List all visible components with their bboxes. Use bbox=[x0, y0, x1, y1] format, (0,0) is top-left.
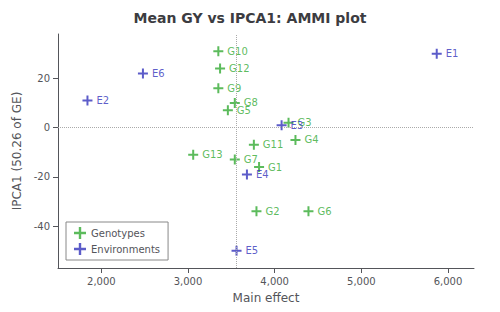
svg-text:G11: G11 bbox=[263, 139, 283, 150]
svg-text:E5: E5 bbox=[246, 245, 259, 256]
svg-text:-40: -40 bbox=[34, 221, 50, 232]
svg-text:G7: G7 bbox=[244, 154, 258, 165]
svg-text:G13: G13 bbox=[202, 149, 222, 160]
svg-text:3,000: 3,000 bbox=[174, 276, 203, 287]
svg-text:G6: G6 bbox=[317, 206, 331, 217]
svg-text:G10: G10 bbox=[227, 46, 247, 57]
svg-text:E1: E1 bbox=[446, 48, 459, 59]
svg-text:Main effect: Main effect bbox=[233, 291, 300, 305]
svg-text:G5: G5 bbox=[236, 104, 251, 116]
svg-text:6,000: 6,000 bbox=[434, 276, 463, 287]
svg-text:E6: E6 bbox=[152, 68, 165, 79]
svg-text:G4: G4 bbox=[304, 134, 318, 145]
svg-text:20: 20 bbox=[37, 73, 50, 84]
svg-text:G3: G3 bbox=[297, 117, 312, 129]
svg-text:G9: G9 bbox=[227, 83, 241, 94]
svg-text:G12: G12 bbox=[229, 63, 249, 74]
svg-text:0: 0 bbox=[44, 122, 50, 133]
svg-text:G1: G1 bbox=[268, 162, 282, 173]
svg-text:G2: G2 bbox=[265, 206, 279, 217]
svg-text:2,000: 2,000 bbox=[87, 276, 116, 287]
svg-text:E3: E3 bbox=[291, 120, 304, 131]
svg-text:-20: -20 bbox=[34, 171, 50, 182]
svg-text:Genotypes: Genotypes bbox=[91, 228, 145, 239]
svg-text:5,000: 5,000 bbox=[347, 276, 376, 287]
svg-text:Mean GY vs IPCA1: AMMI plot: Mean GY vs IPCA1: AMMI plot bbox=[134, 10, 367, 26]
svg-text:Environments: Environments bbox=[91, 244, 160, 255]
svg-text:G8: G8 bbox=[244, 97, 258, 108]
svg-text:E4: E4 bbox=[256, 169, 269, 180]
svg-text:4,000: 4,000 bbox=[260, 276, 289, 287]
svg-text:IPCA1 (50.26 of GE): IPCA1 (50.26 of GE) bbox=[10, 92, 24, 211]
svg-text:E2: E2 bbox=[96, 95, 109, 106]
